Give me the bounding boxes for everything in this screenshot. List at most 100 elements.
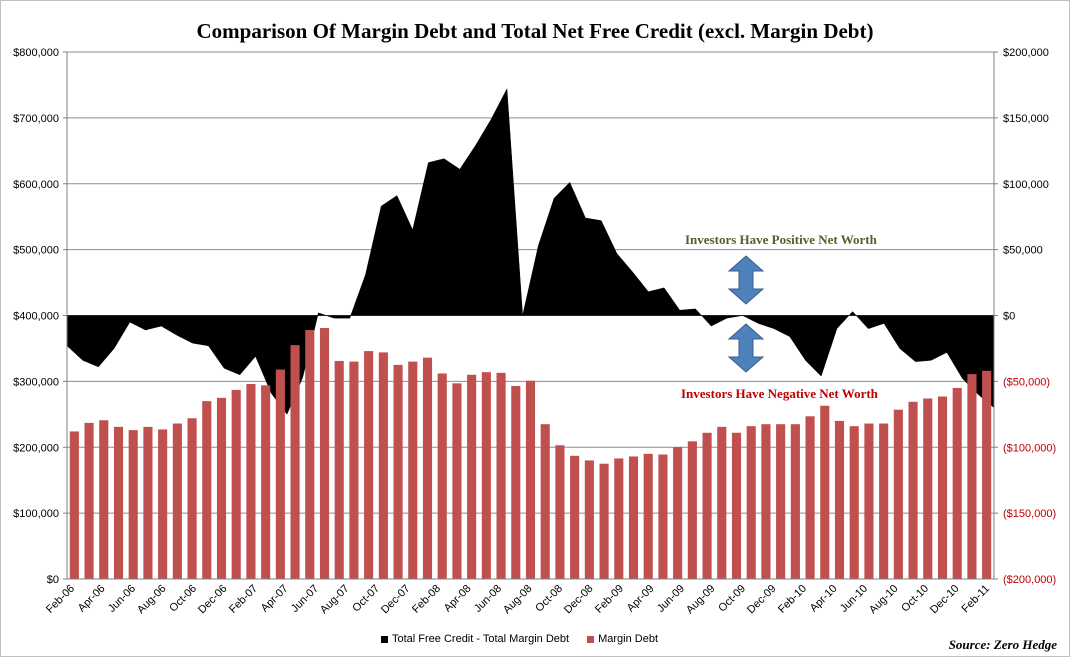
margin-debt-bar	[776, 424, 786, 579]
left-tick-label: $800,000	[13, 47, 59, 59]
left-tick-label: $600,000	[13, 179, 59, 191]
x-tick-label: Oct-08	[533, 583, 565, 615]
margin-debt-bar	[805, 416, 815, 579]
right-axis-ticks: ($200,000) ($150,000) ($100,000) ($50,000) $…	[994, 47, 1056, 586]
margin-debt-bar	[511, 385, 521, 579]
x-tick-label: Dec-07	[379, 583, 413, 617]
right-tick-label: $150,000	[1003, 113, 1049, 125]
margin-debt-bar	[967, 374, 977, 579]
right-tick-label: ($100,000)	[1003, 442, 1056, 454]
legend-label-net-credit: Total Free Credit - Total Margin Debt	[392, 633, 570, 645]
margin-debt-bar	[849, 426, 859, 579]
margin-debt-bar	[172, 423, 182, 579]
margin-debt-bar	[790, 424, 800, 579]
margin-debt-bar	[746, 426, 756, 579]
x-tick-label: Dec-06	[196, 583, 230, 617]
right-tick-label: ($200,000)	[1003, 574, 1056, 586]
source-note: Source: Zero Hedge	[948, 637, 1057, 652]
left-tick-label: $400,000	[13, 311, 59, 323]
margin-debt-bar	[540, 424, 550, 579]
legend-swatch-margin-debt	[587, 635, 595, 643]
margin-debt-bar	[673, 447, 683, 579]
margin-debt-bar	[231, 389, 241, 579]
margin-debt-bar	[408, 361, 418, 579]
negative-net-worth-annotation: Investors Have Negative Net Worth	[681, 386, 878, 401]
right-tick-label: $50,000	[1003, 245, 1043, 257]
x-tick-label: Dec-09	[745, 583, 779, 617]
x-tick-label: Jun-07	[289, 583, 321, 615]
right-tick-label: ($50,000)	[1003, 376, 1050, 388]
right-tick-label: $200,000	[1003, 47, 1049, 59]
legend: Total Free Credit - Total Margin Debt Ma…	[381, 633, 658, 645]
chart-title: Comparison Of Margin Debt and Total Net …	[196, 19, 874, 43]
margin-debt-bar	[128, 430, 138, 579]
x-tick-label: Oct-06	[167, 583, 199, 615]
margin-debt-bar	[305, 329, 315, 579]
annotation-arrows	[727, 255, 765, 373]
legend-item-net-credit: Total Free Credit - Total Margin Debt	[381, 633, 569, 645]
positive-net-worth-annotation: Investors Have Positive Net Worth	[685, 232, 877, 247]
margin-debt-bar	[216, 397, 227, 579]
margin-debt-bars	[69, 328, 992, 579]
x-tick-label: Apr-08	[442, 583, 474, 615]
x-tick-label: Feb-07	[227, 583, 260, 616]
margin-debt-bar	[820, 405, 830, 579]
x-tick-label: Apr-10	[808, 583, 840, 615]
margin-debt-bar	[834, 420, 845, 579]
net-free-credit-area-path	[66, 87, 995, 415]
margin-debt-bar	[202, 401, 212, 579]
x-tick-label: Feb-11	[960, 583, 993, 616]
margin-debt-bar	[982, 370, 992, 579]
x-tick-label: Oct-10	[899, 583, 931, 615]
margin-debt-bar	[628, 456, 639, 579]
x-tick-label: Dec-10	[928, 583, 962, 617]
margin-debt-bar	[334, 360, 344, 579]
x-tick-label: Feb-08	[410, 583, 443, 616]
x-tick-label: Feb-10	[776, 583, 809, 616]
right-tick-label: $0	[1003, 311, 1015, 323]
margin-debt-bar	[731, 432, 742, 579]
margin-debt-bar	[422, 357, 433, 579]
double-arrow-icon	[727, 323, 765, 373]
margin-debt-bar	[99, 420, 109, 579]
x-tick-label: Aug-08	[501, 583, 535, 617]
margin-debt-bar	[570, 455, 580, 579]
legend-label-margin-debt: Margin Debt	[598, 633, 659, 645]
margin-debt-bar	[246, 384, 256, 579]
margin-debt-bar	[658, 454, 668, 579]
margin-debt-bar	[952, 387, 962, 579]
x-tick-label: Aug-10	[867, 583, 901, 617]
margin-debt-bar	[525, 380, 536, 579]
margin-debt-bar	[643, 453, 653, 579]
left-tick-label: $700,000	[13, 113, 59, 125]
margin-debt-bar	[761, 424, 771, 579]
x-axis-ticks: Feb-06Apr-06Jun-06Aug-06Oct-06Dec-06Feb-…	[44, 583, 992, 617]
margin-debt-bar	[319, 328, 330, 579]
x-tick-label: Feb-06	[44, 583, 77, 616]
x-tick-label: Apr-06	[76, 583, 108, 615]
x-tick-label: Dec-08	[562, 583, 596, 617]
margin-debt-bar	[364, 351, 374, 579]
net-free-credit-area	[66, 87, 995, 415]
x-tick-label: Aug-07	[318, 583, 352, 617]
margin-debt-bar	[69, 431, 79, 579]
margin-debt-bar	[555, 445, 565, 579]
margin-debt-bar	[584, 460, 594, 579]
margin-debt-bar	[437, 373, 447, 579]
margin-debt-bar	[496, 372, 506, 579]
left-tick-label: $500,000	[13, 245, 59, 257]
margin-debt-bar	[599, 463, 609, 579]
margin-debt-bar	[717, 426, 727, 579]
margin-debt-bar	[290, 345, 300, 579]
margin-debt-bar	[687, 441, 697, 579]
x-tick-label: Apr-09	[625, 583, 657, 615]
margin-debt-bar	[452, 383, 462, 579]
margin-debt-bar	[923, 398, 933, 579]
left-tick-label: $200,000	[13, 442, 59, 454]
left-tick-label: $100,000	[13, 508, 59, 520]
x-tick-label: Jun-08	[472, 583, 504, 615]
margin-debt-bar	[467, 374, 477, 579]
margin-debt-bar	[614, 458, 624, 579]
